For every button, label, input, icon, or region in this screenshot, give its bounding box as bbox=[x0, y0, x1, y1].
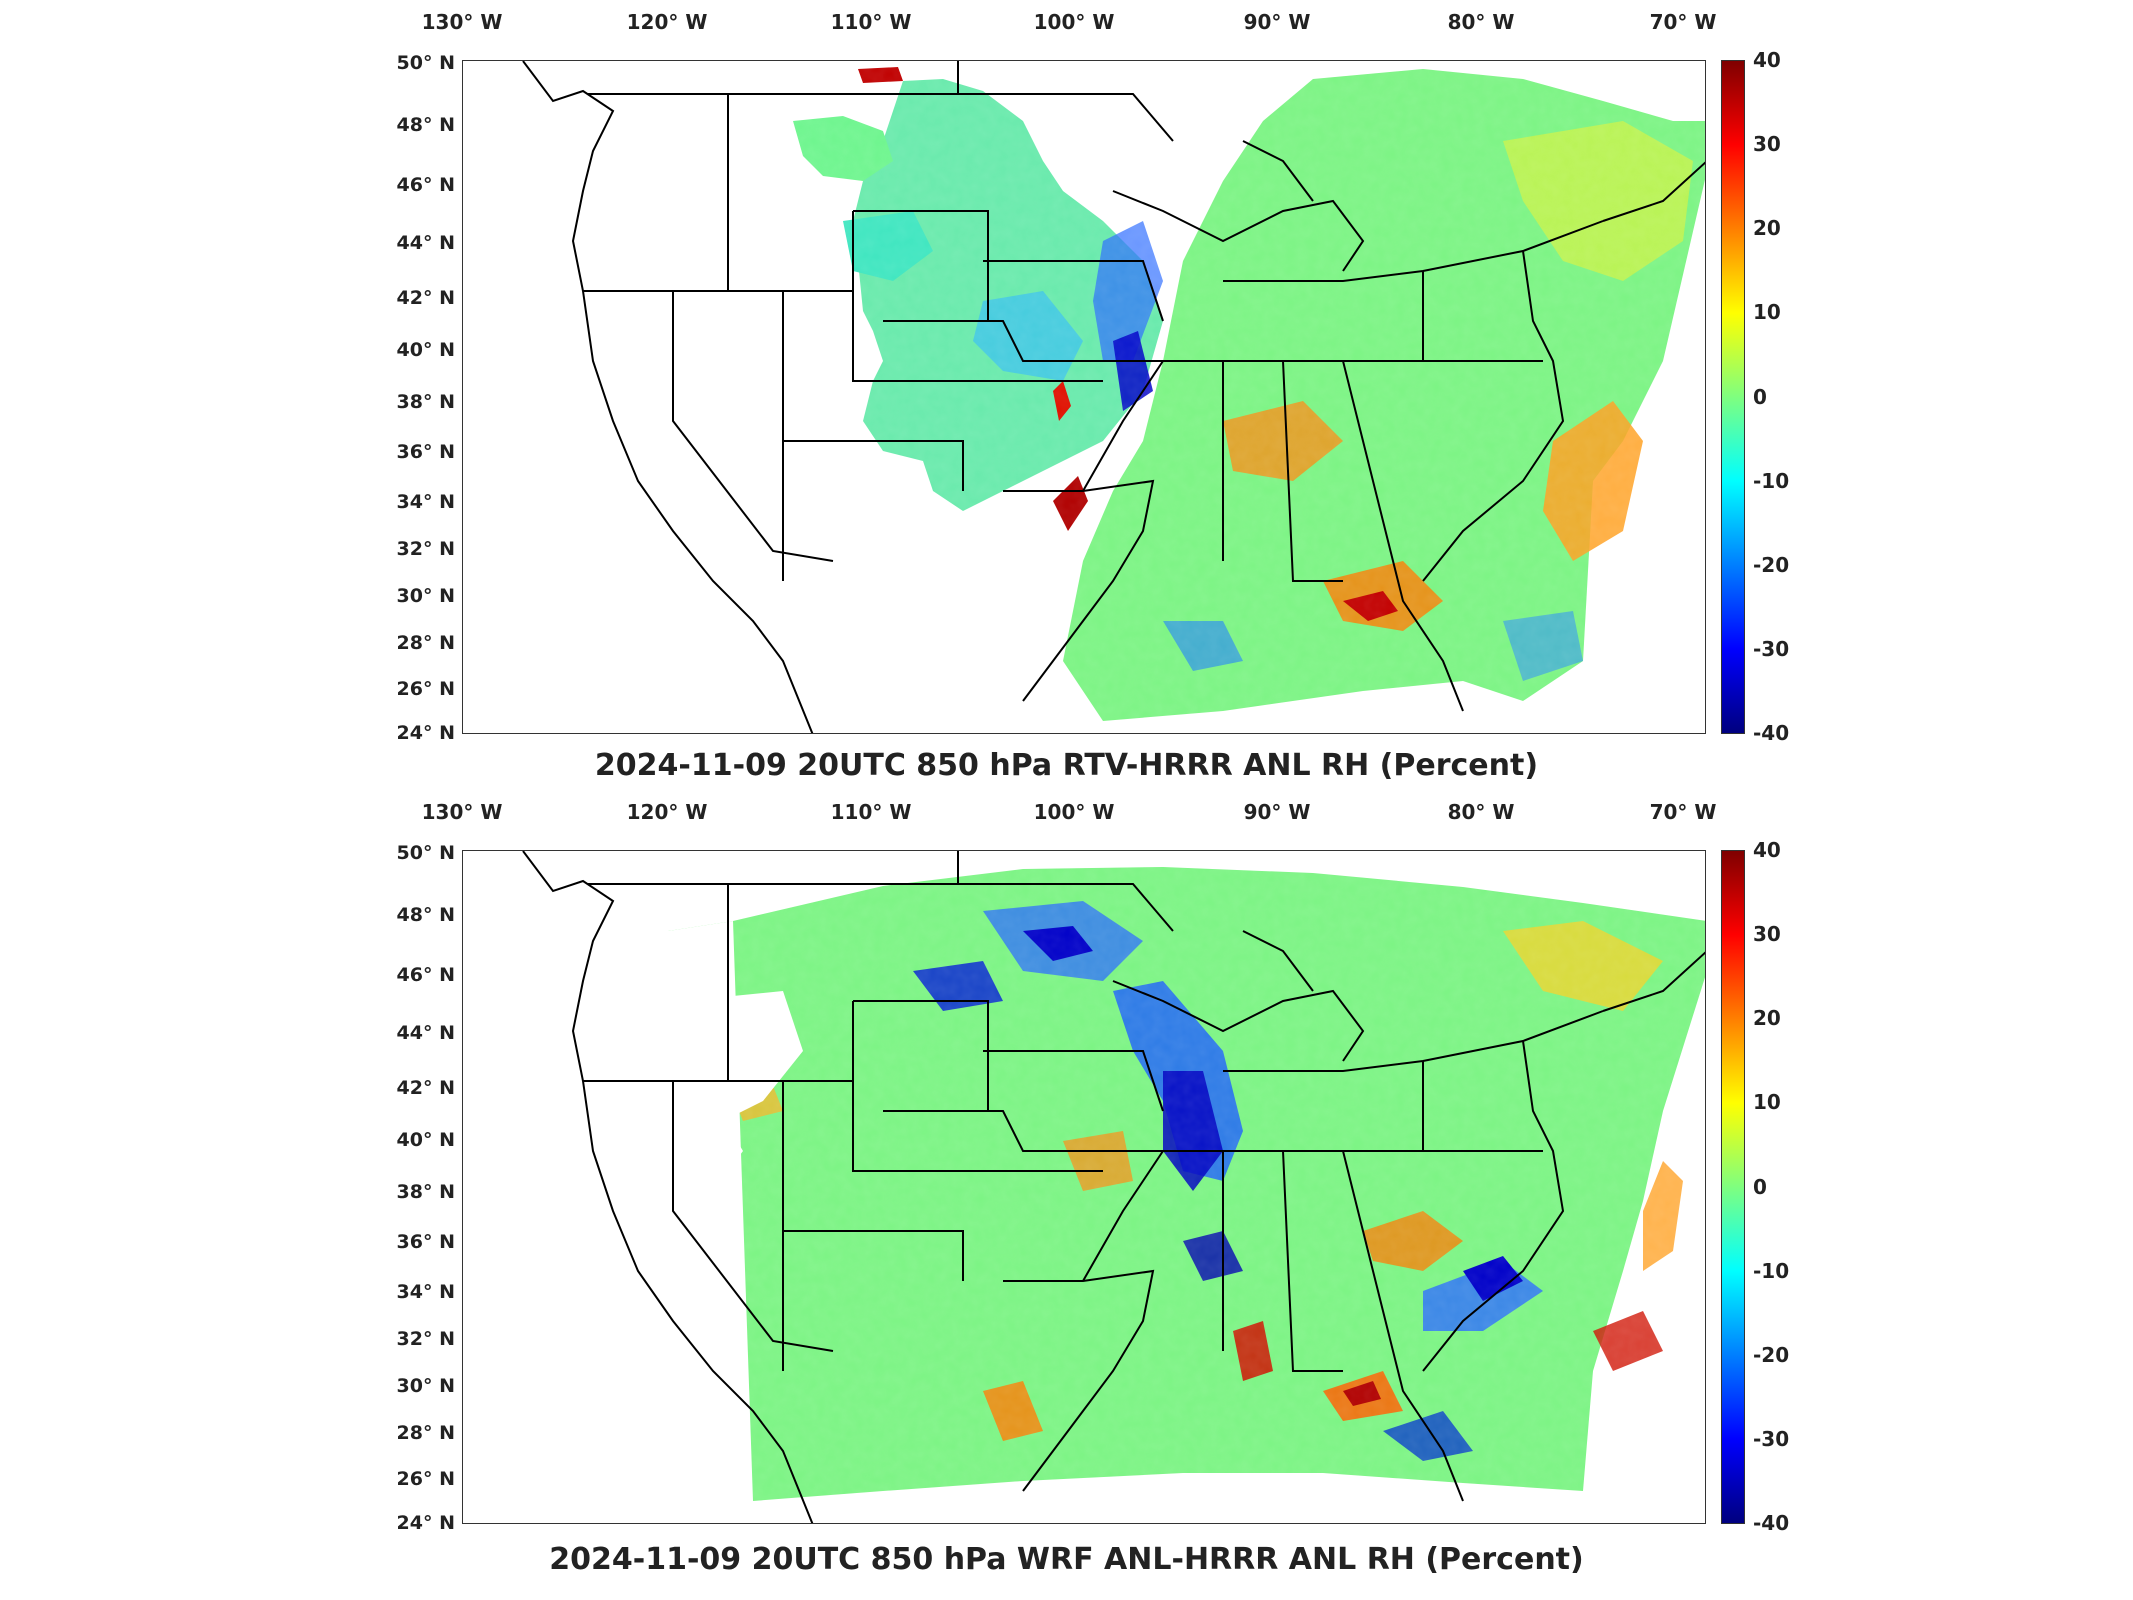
lon-label: 90° W bbox=[1243, 800, 1311, 824]
lat-label: 48° N bbox=[396, 904, 455, 926]
longitude-axis-labels: 130° W 120° W 110° W 100° W 90° W 80° W … bbox=[0, 800, 2133, 830]
lon-label: 120° W bbox=[626, 10, 708, 34]
lon-label: 130° W bbox=[421, 800, 503, 824]
colorbar-tick: 40 bbox=[1753, 838, 1781, 862]
lat-label: 46° N bbox=[396, 174, 455, 196]
lon-label: 70° W bbox=[1649, 800, 1717, 824]
lat-label: 50° N bbox=[396, 52, 455, 74]
colorbar bbox=[1721, 60, 1745, 734]
map-panel-wrf-hrrr: 130° W 120° W 110° W 100° W 90° W 80° W … bbox=[0, 790, 2133, 1600]
lat-label: 34° N bbox=[396, 491, 455, 513]
lon-label: 70° W bbox=[1649, 10, 1717, 34]
lon-label: 90° W bbox=[1243, 10, 1311, 34]
map-panel-rtv-hrrr: 130° W 120° W 110° W 100° W 90° W 80° W … bbox=[0, 0, 2133, 790]
lon-label: 100° W bbox=[1033, 10, 1115, 34]
colorbar-tick: -40 bbox=[1753, 721, 1790, 745]
rh-difference-field bbox=[463, 851, 1705, 1523]
colorbar-tick: 10 bbox=[1753, 300, 1781, 324]
lat-label: 46° N bbox=[396, 964, 455, 986]
colorbar-tick: -30 bbox=[1753, 637, 1790, 661]
longitude-axis-labels: 130° W 120° W 110° W 100° W 90° W 80° W … bbox=[0, 10, 2133, 40]
colorbar-tick: 30 bbox=[1753, 132, 1781, 156]
colorbar-tick: -20 bbox=[1753, 553, 1790, 577]
lat-label: 28° N bbox=[396, 632, 455, 654]
lon-label: 130° W bbox=[421, 10, 503, 34]
lon-label: 110° W bbox=[830, 800, 912, 824]
colorbar-tick: -10 bbox=[1753, 1259, 1790, 1283]
lat-label: 36° N bbox=[396, 1231, 455, 1253]
lat-label: 28° N bbox=[396, 1422, 455, 1444]
colorbar-tick: 40 bbox=[1753, 48, 1781, 72]
map-area[interactable] bbox=[462, 850, 1706, 1524]
lat-label: 40° N bbox=[396, 339, 455, 361]
colorbar-tick: 20 bbox=[1753, 216, 1781, 240]
lat-label: 42° N bbox=[396, 287, 455, 309]
lat-label: 24° N bbox=[396, 1512, 455, 1534]
lon-label: 120° W bbox=[626, 800, 708, 824]
lon-label: 80° W bbox=[1447, 10, 1515, 34]
lat-label: 32° N bbox=[396, 538, 455, 560]
lat-label: 24° N bbox=[396, 722, 455, 744]
map-area[interactable] bbox=[462, 60, 1706, 734]
colorbar-tick: 30 bbox=[1753, 922, 1781, 946]
lat-label: 32° N bbox=[396, 1328, 455, 1350]
colorbar-tick: -20 bbox=[1753, 1343, 1790, 1367]
lat-label: 38° N bbox=[396, 391, 455, 413]
lat-label: 42° N bbox=[396, 1077, 455, 1099]
lat-label: 50° N bbox=[396, 842, 455, 864]
colorbar-tick: 0 bbox=[1753, 385, 1767, 409]
colorbar-tick: -10 bbox=[1753, 469, 1790, 493]
colorbar-tick: 0 bbox=[1753, 1175, 1767, 1199]
lat-label: 44° N bbox=[396, 1022, 455, 1044]
boundary-lines bbox=[522, 851, 1705, 1523]
lat-label: 26° N bbox=[396, 1468, 455, 1490]
colorbar-tick: -30 bbox=[1753, 1427, 1790, 1451]
boundary-lines bbox=[522, 61, 1705, 733]
lon-label: 80° W bbox=[1447, 800, 1515, 824]
lat-label: 30° N bbox=[396, 1375, 455, 1397]
lat-label: 40° N bbox=[396, 1129, 455, 1151]
colorbar-tick: 10 bbox=[1753, 1090, 1781, 1114]
lon-label: 110° W bbox=[830, 10, 912, 34]
colorbar-tick: -40 bbox=[1753, 1511, 1790, 1535]
lat-label: 26° N bbox=[396, 678, 455, 700]
colorbar bbox=[1721, 850, 1745, 1524]
lat-label: 34° N bbox=[396, 1281, 455, 1303]
lat-label: 30° N bbox=[396, 585, 455, 607]
lat-label: 48° N bbox=[396, 114, 455, 136]
lat-label: 44° N bbox=[396, 232, 455, 254]
panel-title: 2024-11-09 20UTC 850 hPa WRF ANL-HRRR AN… bbox=[549, 1542, 1584, 1577]
rh-difference-field bbox=[463, 61, 1705, 733]
lat-label: 36° N bbox=[396, 441, 455, 463]
colorbar-tick: 20 bbox=[1753, 1006, 1781, 1030]
panel-title: 2024-11-09 20UTC 850 hPa RTV-HRRR ANL RH… bbox=[594, 748, 1539, 783]
lat-label: 38° N bbox=[396, 1181, 455, 1203]
lon-label: 100° W bbox=[1033, 800, 1115, 824]
